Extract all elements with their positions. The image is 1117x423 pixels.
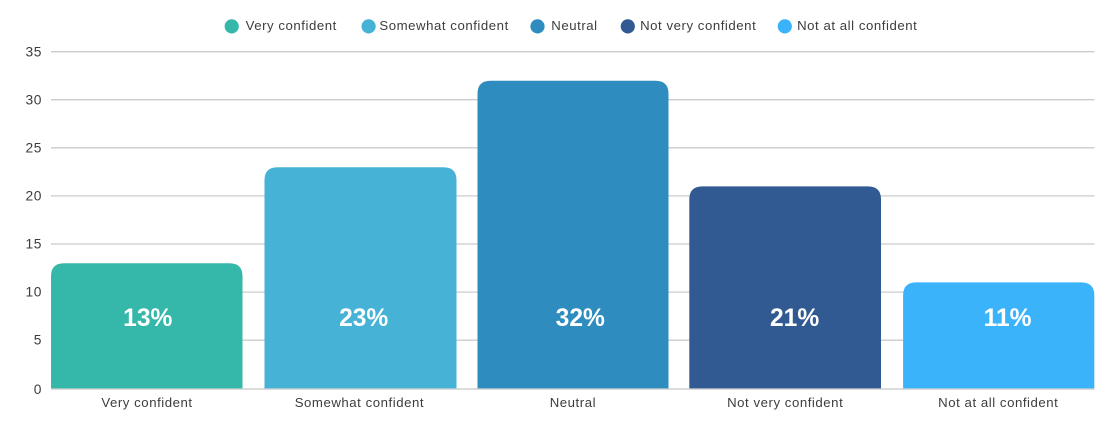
svg-text:32%: 32% <box>556 305 605 332</box>
svg-text:Neutral: Neutral <box>550 395 596 410</box>
svg-text:5: 5 <box>34 333 42 348</box>
svg-text:Not very confident: Not very confident <box>640 18 756 33</box>
svg-text:30: 30 <box>26 93 42 108</box>
svg-text:Not very confident: Not very confident <box>727 395 843 410</box>
svg-text:11%: 11% <box>984 305 1032 332</box>
svg-text:Very confident: Very confident <box>246 18 337 33</box>
svg-text:Not at all confident: Not at all confident <box>797 18 917 33</box>
svg-text:35: 35 <box>26 45 42 60</box>
svg-text:10: 10 <box>26 285 42 300</box>
svg-text:20: 20 <box>26 189 42 204</box>
svg-text:Neutral: Neutral <box>551 18 597 33</box>
svg-text:Somewhat confident: Somewhat confident <box>379 18 508 33</box>
svg-text:21%: 21% <box>770 305 819 332</box>
svg-text:Not at all confident: Not at all confident <box>938 395 1058 410</box>
svg-text:25: 25 <box>26 141 42 156</box>
svg-text:13%: 13% <box>123 305 172 332</box>
svg-text:15: 15 <box>26 237 42 252</box>
svg-text:Somewhat confident: Somewhat confident <box>295 395 424 410</box>
svg-text:Very confident: Very confident <box>101 395 192 410</box>
svg-text:23%: 23% <box>339 305 388 332</box>
svg-text:0: 0 <box>34 382 42 397</box>
